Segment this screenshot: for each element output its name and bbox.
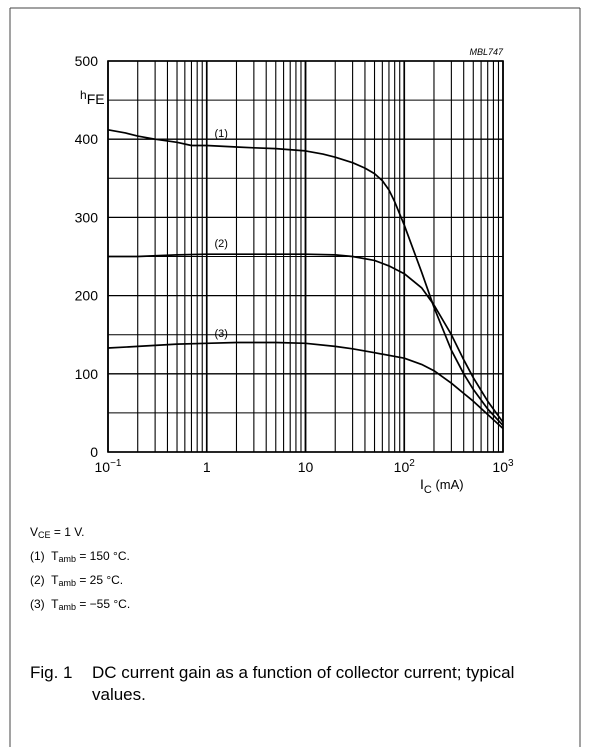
- y-tick-label: 500: [75, 53, 99, 69]
- note-1: (1) Tamb = 150 °C.: [30, 549, 130, 564]
- y-tick-label: 300: [75, 209, 99, 225]
- note-2: (2) Tamb = 25 °C.: [30, 573, 124, 588]
- series-label-1: (1): [214, 128, 227, 140]
- conditions: VCE = 1 V. (1) Tamb = 150 °C. (2) Tamb =…: [30, 522, 130, 618]
- x-tick-label: 1: [203, 459, 211, 475]
- series-label-2: (2): [214, 238, 227, 250]
- y-tick-label: 0: [90, 444, 98, 460]
- labels: 0 100 200 300 400 500 10−1 1 10 102 103 hFE IC (mA) (…: [75, 53, 514, 496]
- x-tick-label: 103: [492, 458, 514, 475]
- figure-caption: Fig. 1 DC current gain as a function of c…: [30, 662, 562, 706]
- series-curve-1: [107, 128, 504, 426]
- y-axis-label: hFE: [80, 88, 105, 107]
- grid: [107, 60, 504, 453]
- x-tick-label: 10−1: [95, 458, 122, 475]
- series-label-3: (3): [214, 328, 227, 340]
- caption-text: DC current gain as a function of collect…: [92, 663, 515, 704]
- series-curve-3: [107, 341, 504, 430]
- curves: [107, 128, 504, 430]
- y-tick-label: 200: [75, 288, 99, 304]
- x-tick-label: 10: [298, 459, 314, 475]
- y-tick-label: 400: [75, 131, 99, 147]
- x-tick-label: 102: [394, 458, 416, 475]
- x-axis-label: IC (mA): [420, 476, 464, 496]
- figure-tag: MBL747: [469, 47, 504, 57]
- chart: 0 100 200 300 400 500 10−1 1 10 102 103 hFE IC (mA) (…: [75, 47, 514, 496]
- note-3: (3) Tamb = −55 °C.: [30, 597, 131, 612]
- vce-note: VCE = 1 V.: [30, 525, 85, 540]
- series-curve-2: [108, 253, 504, 423]
- figure-number: Fig. 1: [30, 663, 73, 682]
- y-tick-label: 100: [75, 366, 99, 382]
